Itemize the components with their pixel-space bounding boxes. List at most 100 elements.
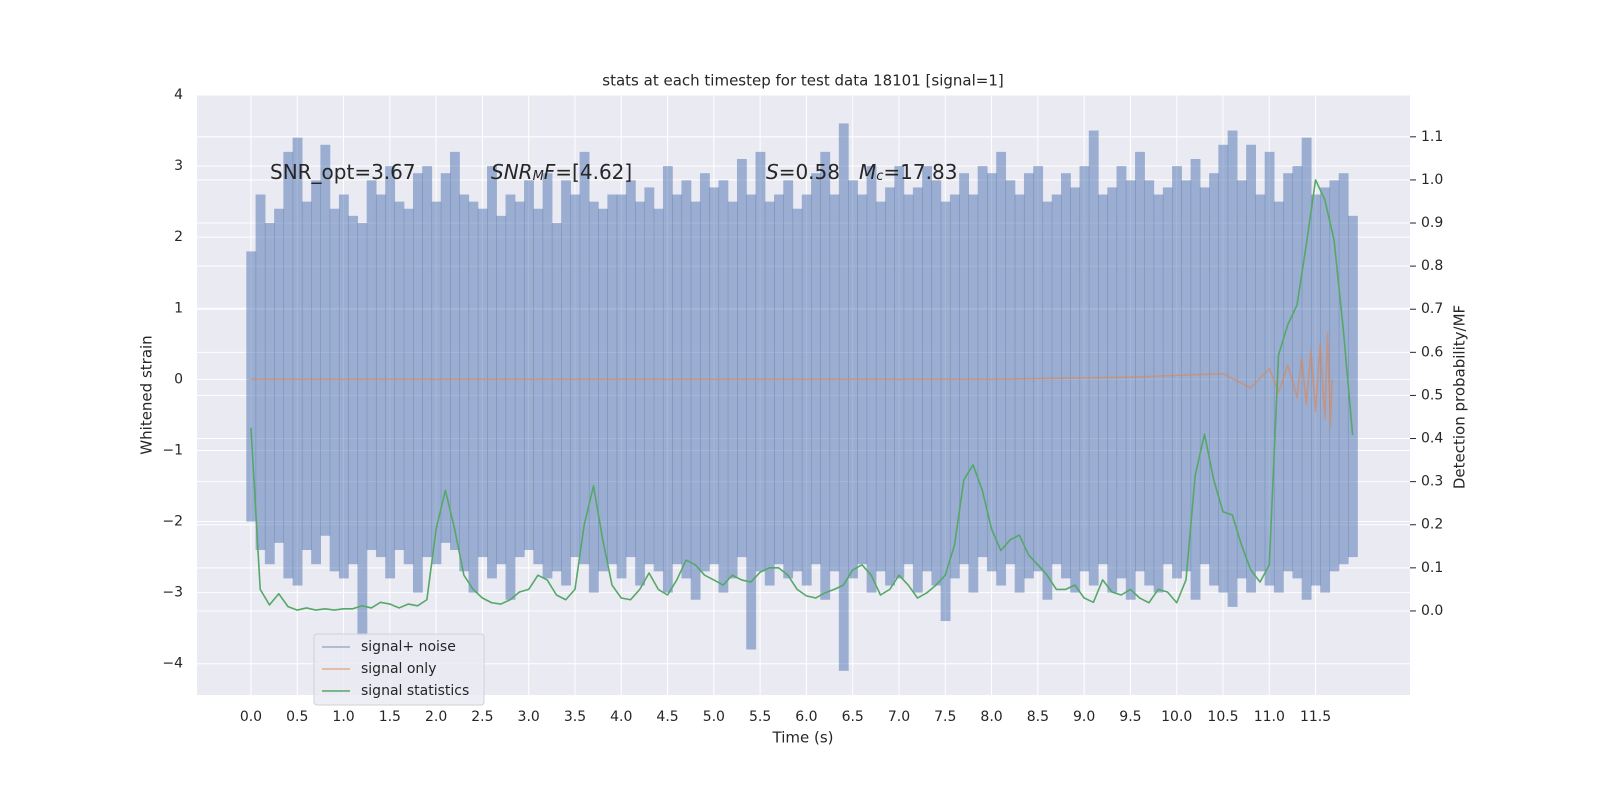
noise-bar [1051, 194, 1062, 565]
noise-bar [690, 201, 701, 600]
noise-bar [375, 194, 386, 558]
y2-tick-label: 0.5 [1421, 387, 1443, 403]
y2-tick-label: 0.0 [1421, 603, 1443, 619]
legend-label: signal only [361, 661, 436, 677]
x-tick-label: 4.5 [656, 709, 678, 725]
x-tick-label: 9.0 [1073, 709, 1095, 725]
noise-bar [1070, 187, 1081, 593]
noise-bar [533, 208, 544, 565]
x-tick-label: 2.0 [425, 709, 447, 725]
noise-bar [1153, 194, 1164, 593]
noise-bar [977, 166, 988, 558]
noise-bar [1292, 166, 1303, 579]
noise-bar [524, 180, 534, 550]
x-tick-label: 11.0 [1254, 709, 1285, 725]
noise-bar [1310, 194, 1321, 586]
x-tick-label: 6.0 [795, 709, 817, 725]
noise-bar [338, 194, 349, 579]
noise-bar [875, 201, 886, 572]
legend: signal+ noise signal only signal statistic… [313, 633, 485, 706]
noise-bar [838, 123, 849, 671]
y-tick-label: 1 [174, 300, 183, 316]
noise-bar [968, 194, 979, 593]
y2-tick-label: 1.1 [1421, 129, 1443, 145]
noise-bar [274, 208, 284, 543]
noise-bar [487, 166, 497, 579]
annotation-part: SNR_opt=3.67 [270, 160, 416, 184]
noise-bar [477, 208, 488, 558]
chart-title: stats at each timestep for test data 181… [602, 72, 1003, 90]
noise-bar [644, 187, 655, 565]
noise-bar [616, 194, 627, 579]
legend-label: signal+ noise [361, 639, 456, 655]
noise-bar [292, 137, 303, 586]
noise-bar [1033, 166, 1044, 572]
x-tick-label: 1.0 [332, 709, 354, 725]
noise-bar [1246, 144, 1257, 593]
noise-bar [940, 201, 951, 622]
noise-bar [1301, 137, 1312, 600]
annotation: SNR_opt=3.67 [270, 160, 416, 184]
x-tick-label: 9.5 [1119, 709, 1141, 725]
x-axis-label: Time (s) [772, 729, 834, 747]
annotations: SNR_opt=3.67 SNRMF=[4.62] S=0.58 Mc=17.83 [270, 160, 957, 184]
y2-tick-label: 0.9 [1421, 215, 1443, 231]
noise-bar [1347, 215, 1358, 558]
y2-tick-label: 0.6 [1421, 344, 1443, 360]
x-tick-label: 10.5 [1207, 709, 1238, 725]
noise-bar [1014, 194, 1025, 593]
x-tick-label: 8.0 [980, 709, 1002, 725]
y-tick-label: 0 [174, 371, 183, 387]
noise-bar [505, 194, 516, 600]
x-tick-label: 7.0 [888, 709, 910, 725]
annotation: S=0.58 [766, 160, 840, 184]
noise-bar [727, 201, 738, 579]
series-line [250, 179, 1354, 611]
noise-bar [1079, 166, 1090, 572]
noise-bar [912, 187, 923, 593]
noise-bar [1227, 130, 1238, 607]
noise-bar [311, 180, 322, 565]
y2-tick-label: 0.8 [1421, 258, 1443, 274]
x-tick-label: 3.0 [518, 709, 540, 725]
noise-bar [811, 173, 821, 565]
noise-bar [746, 194, 757, 650]
noise-bar [542, 173, 553, 579]
noise-bar [959, 173, 970, 565]
x-tick-label: 4.0 [610, 709, 632, 725]
annotation-part: SNR [491, 160, 533, 184]
noise-bar [1190, 158, 1201, 600]
x-tick-label: 5.5 [749, 709, 771, 725]
noise-bar [496, 215, 507, 565]
y2-tick-label: 0.3 [1421, 474, 1443, 490]
noise-bar [1209, 173, 1219, 586]
noise-bar [885, 187, 895, 586]
noise-bar [561, 180, 571, 586]
noise-bar [366, 180, 377, 550]
noise-bar [625, 180, 636, 558]
noise-bar [1172, 166, 1182, 579]
noise-bar [1088, 130, 1099, 586]
noise-bar [1273, 201, 1284, 593]
noise-bar [283, 151, 294, 579]
noise-bar [922, 166, 932, 572]
x-tick-label: 1.5 [379, 709, 401, 725]
annotation-part: =0.58 [779, 160, 840, 184]
noise-bar [931, 180, 942, 586]
noise-bar [1042, 201, 1053, 600]
annotation-part: S [766, 160, 779, 184]
x-tick-label: 5.0 [703, 709, 725, 725]
ticks: 0.0 0.5 1.0 1.5 2.0 2.5 3.0 3.5 4.0 4.5 5.0 5.5 6.0 6… [162, 87, 1443, 725]
y2-tick-label: 0.7 [1421, 301, 1443, 317]
noise-bar [718, 180, 729, 593]
noise-bar [1023, 173, 1034, 579]
noise-bar [468, 201, 479, 593]
annotation-part: c [876, 169, 883, 184]
noise-bar [801, 194, 812, 586]
x-tick-label: 3.5 [564, 709, 586, 725]
x-tick-label: 0.5 [286, 709, 308, 725]
y-tick-label: −4 [162, 656, 183, 672]
y-tick-label: −3 [162, 585, 183, 601]
y-axis-label: Whitened strain [138, 335, 156, 454]
